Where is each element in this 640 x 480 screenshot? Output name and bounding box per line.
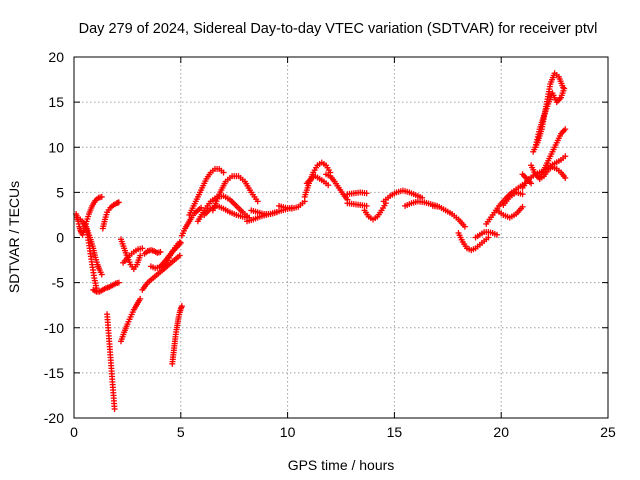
data-point-marker	[363, 202, 370, 209]
data-point-marker	[562, 153, 569, 160]
y-tick-label: 0	[56, 230, 64, 246]
series-track	[532, 85, 568, 151]
data-point-marker	[562, 174, 569, 181]
series-track	[536, 126, 569, 182]
y-tick-label: 20	[48, 49, 64, 65]
data-point-marker	[176, 239, 183, 246]
y-tick-label: -10	[44, 320, 64, 336]
y-tick-label: -5	[52, 275, 65, 291]
data-point-marker	[220, 169, 227, 176]
x-tick-label: 0	[70, 424, 78, 440]
data-point-marker	[519, 203, 526, 210]
series-track	[455, 229, 492, 254]
data-point-marker	[137, 295, 144, 302]
data-point-marker	[98, 271, 105, 278]
data-point-marker	[178, 303, 185, 310]
y-tick-label: -15	[44, 365, 64, 381]
series-track	[323, 171, 351, 203]
data-point-marker	[562, 126, 569, 133]
x-tick-label: 25	[600, 424, 616, 440]
series-track	[90, 279, 122, 295]
series-track	[141, 247, 164, 257]
data-point-marker	[115, 199, 122, 206]
series-track	[169, 303, 185, 367]
y-axis-label: SDTVAR / TECUs	[6, 181, 22, 293]
series-track	[344, 189, 370, 198]
series-track	[79, 193, 105, 238]
axis-ticks: 0 5 10 15 20 25 -20 -15 -10 -5 0 5 10 15 20	[44, 49, 616, 440]
series-track	[429, 202, 468, 230]
grid-lines	[74, 57, 608, 418]
chart-title: Day 279 of 2024, Sidereal Day-to-day VTE…	[79, 21, 598, 37]
series-track	[344, 200, 370, 209]
data-point-marker	[111, 405, 118, 412]
y-tick-label: -20	[44, 410, 64, 426]
series-track	[472, 229, 500, 241]
series-track	[493, 203, 526, 221]
series-track	[303, 173, 332, 189]
data-point-marker	[485, 234, 492, 241]
series-track	[139, 252, 183, 293]
series-track	[82, 220, 100, 292]
y-tick-label: 15	[48, 94, 64, 110]
x-tick-label: 10	[280, 424, 296, 440]
x-tick-label: 20	[493, 424, 509, 440]
series-track	[209, 173, 261, 214]
data-point-marker	[177, 239, 184, 246]
series-track	[361, 200, 389, 223]
y-tick-label: 10	[48, 139, 64, 155]
data-point-marker	[254, 198, 261, 205]
data-point-marker	[519, 191, 526, 198]
data-point-marker	[115, 279, 122, 286]
series-track	[120, 245, 146, 266]
series-track	[117, 295, 144, 345]
series-track	[500, 189, 526, 209]
data-point-marker	[176, 252, 183, 259]
data-point-marker	[139, 245, 146, 252]
series-track	[186, 165, 227, 218]
data-point-marker	[325, 182, 332, 189]
x-tick-label: 5	[177, 424, 185, 440]
data-points	[73, 70, 569, 412]
data-point-marker	[137, 252, 144, 259]
series-track	[380, 187, 426, 205]
series-track	[519, 171, 535, 187]
data-point-marker	[561, 85, 568, 92]
data-point-marker	[363, 190, 370, 197]
data-point-marker	[493, 231, 500, 238]
data-point-marker	[98, 193, 105, 200]
series-track	[160, 239, 183, 273]
data-point-marker	[528, 180, 535, 187]
series-track	[99, 199, 122, 232]
x-axis-label: GPS time / hours	[288, 457, 395, 473]
y-tick-label: 5	[56, 184, 64, 200]
data-point-marker	[157, 248, 164, 255]
plot-frame	[73, 56, 609, 419]
series-track	[104, 311, 118, 412]
data-point-marker	[461, 223, 468, 230]
x-tick-label: 15	[387, 424, 403, 440]
